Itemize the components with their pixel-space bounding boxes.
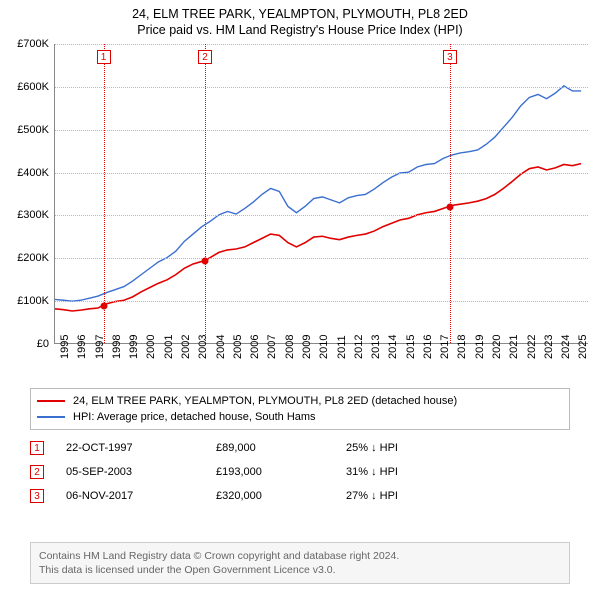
- legend-label: HPI: Average price, detached house, Sout…: [73, 411, 316, 423]
- sales-date: 22-OCT-1997: [66, 442, 216, 454]
- x-axis-label: 2002: [180, 335, 192, 359]
- y-axis-label: £500K: [5, 124, 49, 136]
- series-line-property: [55, 164, 581, 311]
- chart-container: £0£100K£200K£300K£400K£500K£600K£700K199…: [0, 44, 600, 380]
- x-axis-label: 2020: [491, 335, 503, 359]
- sales-price: £89,000: [216, 442, 346, 454]
- x-axis-label: 1999: [128, 335, 140, 359]
- x-axis-label: 2013: [370, 335, 382, 359]
- x-axis-label: 2006: [249, 335, 261, 359]
- x-axis-label: 1995: [59, 335, 71, 359]
- x-axis-label: 2004: [215, 335, 227, 359]
- legend-row: 24, ELM TREE PARK, YEALMPTON, PLYMOUTH, …: [37, 393, 563, 409]
- plot-area: £0£100K£200K£300K£400K£500K£600K£700K199…: [54, 44, 588, 344]
- sales-price: £193,000: [216, 466, 346, 478]
- x-axis-label: 2000: [145, 335, 157, 359]
- x-axis-label: 2007: [266, 335, 278, 359]
- x-axis-label: 2017: [439, 335, 451, 359]
- sale-marker-dot: [202, 258, 209, 265]
- legend-swatch: [37, 400, 65, 402]
- x-axis-label: 2012: [353, 335, 365, 359]
- sales-diff: 25% ↓ HPI: [346, 442, 398, 454]
- sale-marker-dot: [446, 203, 453, 210]
- title-line-1: 24, ELM TREE PARK, YEALMPTON, PLYMOUTH, …: [0, 6, 600, 22]
- x-axis-label: 2019: [474, 335, 486, 359]
- x-axis-label: 1996: [76, 335, 88, 359]
- sales-index-box: 3: [30, 489, 44, 503]
- sales-table: 1 22-OCT-1997£89,00025% ↓ HPI 2 05-SEP-2003…: [30, 436, 570, 508]
- x-axis-label: 2022: [526, 335, 538, 359]
- x-axis-label: 2024: [560, 335, 572, 359]
- sale-marker-box: 3: [443, 50, 457, 64]
- y-axis-label: £200K: [5, 252, 49, 264]
- x-axis-label: 2001: [163, 335, 175, 359]
- x-axis-label: 2016: [422, 335, 434, 359]
- y-axis-label: £400K: [5, 167, 49, 179]
- legend-swatch: [37, 416, 65, 418]
- series-line-hpi: [55, 86, 581, 301]
- sales-date: 05-SEP-2003: [66, 466, 216, 478]
- title-line-2: Price paid vs. HM Land Registry's House …: [0, 22, 600, 38]
- y-axis-label: £100K: [5, 295, 49, 307]
- legend-label: 24, ELM TREE PARK, YEALMPTON, PLYMOUTH, …: [73, 395, 457, 407]
- y-axis-label: £300K: [5, 209, 49, 221]
- sales-price: £320,000: [216, 490, 346, 502]
- x-axis-label: 1997: [94, 335, 106, 359]
- chart-title-block: 24, ELM TREE PARK, YEALMPTON, PLYMOUTH, …: [0, 0, 600, 39]
- y-axis-label: £0: [5, 338, 49, 350]
- chart-series-svg: [55, 44, 588, 343]
- x-axis-label: 2005: [232, 335, 244, 359]
- x-axis-label: 2021: [508, 335, 520, 359]
- legend-row: HPI: Average price, detached house, Sout…: [37, 409, 563, 425]
- legend: 24, ELM TREE PARK, YEALMPTON, PLYMOUTH, …: [30, 388, 570, 430]
- x-axis-label: 2015: [405, 335, 417, 359]
- sale-marker-dot: [100, 302, 107, 309]
- x-axis-label: 2025: [577, 335, 589, 359]
- sales-index-box: 1: [30, 441, 44, 455]
- sales-index-box: 2: [30, 465, 44, 479]
- sales-date: 06-NOV-2017: [66, 490, 216, 502]
- footer-line-1: Contains HM Land Registry data © Crown c…: [39, 549, 561, 563]
- x-axis-label: 2010: [318, 335, 330, 359]
- x-axis-label: 2009: [301, 335, 313, 359]
- x-axis-label: 2018: [456, 335, 468, 359]
- x-axis-label: 2011: [336, 335, 348, 359]
- x-axis-label: 2014: [387, 335, 399, 359]
- x-axis-label: 1998: [111, 335, 123, 359]
- sales-row: 1 22-OCT-1997£89,00025% ↓ HPI: [30, 436, 570, 460]
- sales-diff: 31% ↓ HPI: [346, 466, 398, 478]
- sales-diff: 27% ↓ HPI: [346, 490, 398, 502]
- sales-row: 3 06-NOV-2017£320,00027% ↓ HPI: [30, 484, 570, 508]
- y-axis-label: £700K: [5, 38, 49, 50]
- y-axis-label: £600K: [5, 81, 49, 93]
- footer-attribution: Contains HM Land Registry data © Crown c…: [30, 542, 570, 584]
- sale-marker-box: 1: [97, 50, 111, 64]
- sales-row: 2 05-SEP-2003£193,00031% ↓ HPI: [30, 460, 570, 484]
- x-axis-label: 2023: [543, 335, 555, 359]
- footer-line-2: This data is licensed under the Open Gov…: [39, 563, 561, 577]
- x-axis-label: 2008: [284, 335, 296, 359]
- sale-marker-box: 2: [198, 50, 212, 64]
- x-axis-label: 2003: [197, 335, 209, 359]
